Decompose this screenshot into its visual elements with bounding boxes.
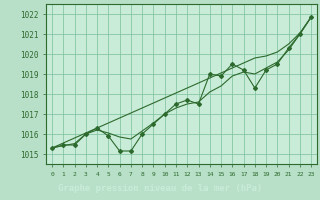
Text: Graphe pression niveau de la mer (hPa): Graphe pression niveau de la mer (hPa) xyxy=(58,184,262,193)
